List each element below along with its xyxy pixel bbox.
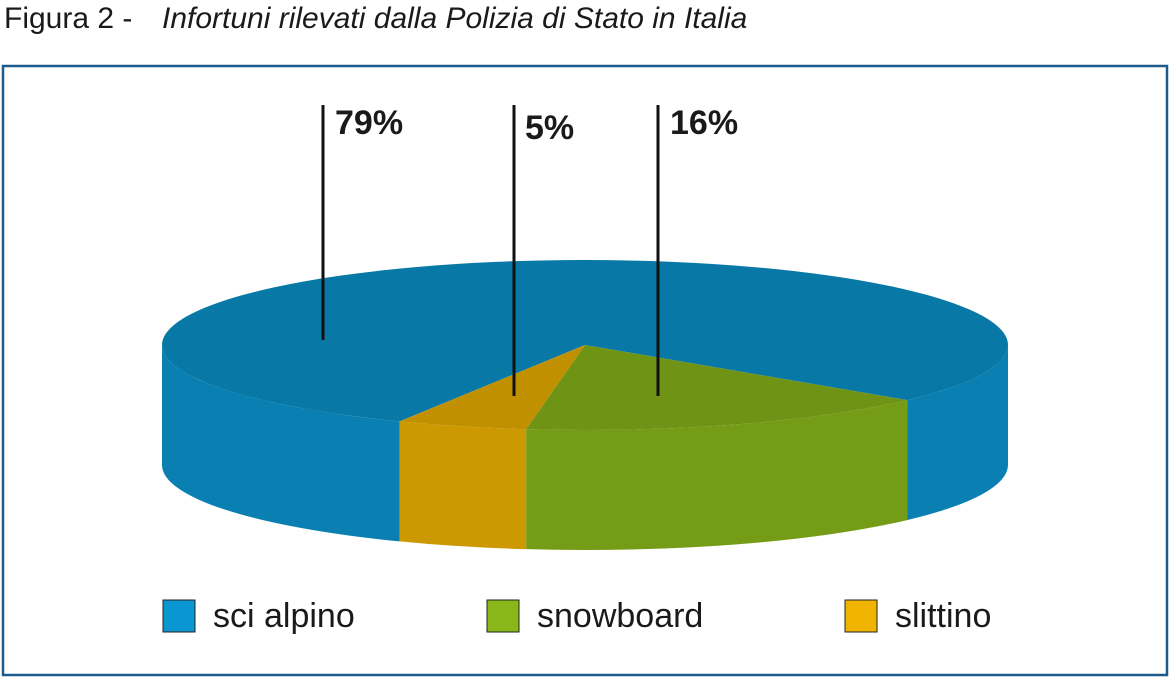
value-label: 79% <box>335 104 403 142</box>
legend-label: sci alpino <box>213 597 355 635</box>
slice-top <box>399 345 585 430</box>
legend-label: slittino <box>895 597 991 635</box>
legend-swatch <box>486 599 520 633</box>
figure-label: Figura 2 - <box>4 2 132 35</box>
frame <box>1 64 1169 677</box>
slice-top <box>526 345 908 430</box>
slice-side <box>526 400 908 550</box>
legend-swatch <box>844 599 878 633</box>
chart-title: Infortuni rilevati dalla Polizia di Stat… <box>162 2 747 35</box>
value-label: 5% <box>525 109 574 147</box>
slice-top <box>161 260 1008 422</box>
legend-label: snowboard <box>537 597 703 635</box>
legend-swatch <box>162 599 196 633</box>
slice-side <box>161 345 400 542</box>
value-label: 16% <box>670 104 738 142</box>
slice-side <box>907 345 1008 521</box>
slice-side <box>399 421 527 550</box>
